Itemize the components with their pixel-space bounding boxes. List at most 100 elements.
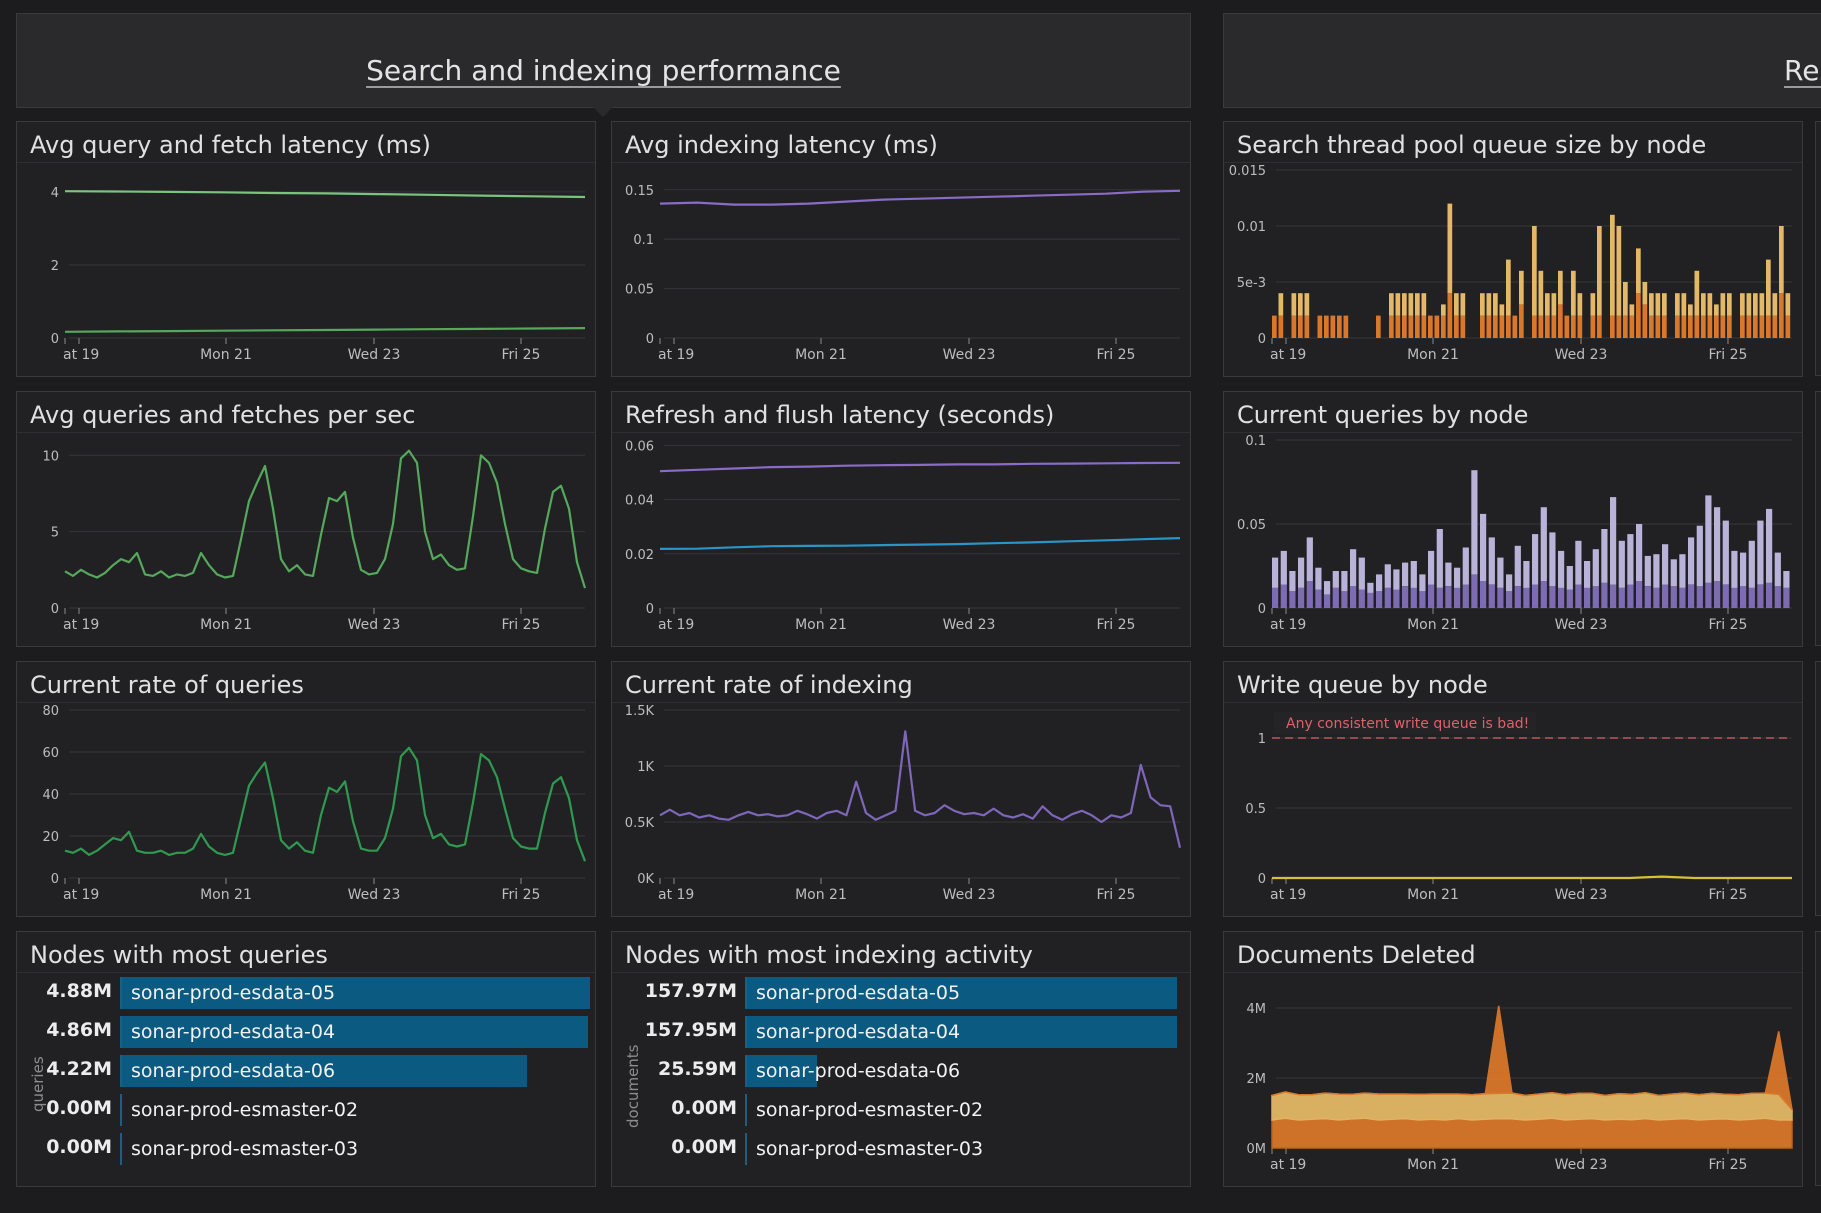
bar-node-b — [1590, 293, 1596, 316]
bar-node-a — [1655, 315, 1661, 338]
bar-node-a — [1337, 315, 1342, 338]
panel-avg-query-fetch-latency[interactable]: Avg query and fetch latency (ms) 0 2 4 at 1… — [16, 121, 596, 377]
timeseries-chart[interactable]: 0K 0.5K 1K 1.5K at 19 Mon 21 Wed 23 Fri 25 — [612, 662, 1191, 917]
bar-node-b — [1675, 293, 1680, 316]
panel-title[interactable]: Write queue by node — [1237, 671, 1488, 699]
panel-avg-indexing-latency[interactable]: Avg indexing latency (ms) 0 0.05 0.1 0.15 at… — [611, 121, 1191, 377]
toplist-row[interactable]: 0.00M sonar-prod-esmaster-03 — [612, 1131, 1190, 1165]
bar-node-b — [1642, 282, 1648, 305]
panel-current-queries-by-node[interactable]: Current queries by node 0 0.05 0.1 at 19 Mon… — [1223, 391, 1803, 647]
y-tick-label: 40 — [42, 788, 59, 803]
bar-node-b — [1367, 582, 1374, 593]
panel-title[interactable]: Avg indexing latency (ms) — [625, 131, 938, 159]
toplist-bar — [747, 1016, 1177, 1048]
bar-chart[interactable]: 0 5e-3 0.01 0.015 at 19 Mon 21 Wed 23 Fri 25 — [1224, 122, 1803, 377]
panel-current-rate-indexing[interactable]: Current rate of indexing 0K 0.5K 1K 1.5K at … — [611, 661, 1191, 917]
bar-node-b — [1519, 270, 1524, 305]
x-tick-label: Wed 23 — [348, 617, 401, 633]
panel-nodes-most-indexing[interactable]: Nodes with most indexing activity docume… — [611, 931, 1191, 1187]
bar-node-b — [1304, 293, 1310, 316]
timeseries-chart[interactable]: 0 5 10 at 19 Mon 21 Wed 23 Fri 25 — [17, 392, 596, 647]
panel-title[interactable]: Current queries by node — [1237, 401, 1529, 429]
panel-write-queue-by-node[interactable]: Write queue by node 0 0.5 1 at 19 Mon 21 Wed … — [1223, 661, 1803, 917]
toplist-row[interactable]: 0.00M sonar-prod-esmaster-02 — [612, 1092, 1190, 1126]
toplist-row[interactable]: 0.00M sonar-prod-esmaster-02 — [17, 1092, 595, 1126]
bar-node-b — [1545, 293, 1550, 316]
timeseries-chart[interactable]: 0 0.02 0.04 0.06 at 19 Mon 21 Wed 23 Fri 25 — [612, 392, 1191, 647]
bar-node-a — [1688, 315, 1693, 338]
y-tick-label: 0.015 — [1229, 164, 1266, 179]
timeseries-chart[interactable]: 0 20 40 60 80 at 19 Mon 21 Wed 23 Fri 25 — [17, 662, 596, 917]
timeseries-chart[interactable]: 0 2 4 at 19 Mon 21 Wed 23 Fri 25 — [17, 122, 596, 377]
toplist-row[interactable]: 4.88M sonar-prod-esdata-05 — [17, 975, 595, 1009]
panel-search-thread-pool[interactable]: Search thread pool queue size by node 0 5… — [1223, 121, 1803, 377]
bar-node-a — [1545, 315, 1550, 338]
bar-node-a — [1523, 587, 1530, 608]
bar-node-a — [1722, 584, 1729, 608]
toplist-row[interactable]: 4.86M sonar-prod-esdata-04 — [17, 1014, 595, 1048]
bar-node-a — [1462, 584, 1469, 608]
toplist-row[interactable]: 25.59M sonar-prod-esdata-06 — [612, 1053, 1190, 1087]
toplist-row[interactable]: 4.22M sonar-prod-esdata-06 — [17, 1053, 595, 1087]
group-title[interactable]: Search and indexing performance — [366, 54, 841, 87]
y-tick-label: 1 — [1258, 732, 1266, 747]
panel-documents-deleted[interactable]: Documents Deleted 0M 2M 4M at 19 Mon 21 Wed 2… — [1223, 931, 1803, 1187]
bar-node-a — [1688, 584, 1695, 608]
x-tick-label: Fri 25 — [1097, 347, 1136, 363]
panel-title[interactable]: Nodes with most queries — [30, 941, 328, 969]
bar-node-a — [1759, 315, 1765, 338]
bar-node-b — [1610, 214, 1615, 316]
panel-refresh-flush-latency[interactable]: Refresh and flush latency (seconds) 0 0.0… — [611, 391, 1191, 647]
bar-node-a — [1408, 315, 1414, 338]
bar-node-a — [1616, 315, 1622, 338]
group-title[interactable]: Res — [1784, 54, 1821, 87]
group-caret-icon — [593, 107, 613, 117]
bar-node-a — [1636, 293, 1641, 338]
panel-title[interactable]: Search thread pool queue size by node — [1237, 131, 1707, 159]
bar-node-a — [1367, 592, 1374, 608]
bar-node-b — [1280, 550, 1287, 585]
bar-node-a — [1454, 315, 1459, 338]
bar-node-a — [1584, 587, 1591, 608]
toplist-row[interactable]: 157.95M sonar-prod-esdata-04 — [612, 1014, 1190, 1048]
panel-title[interactable]: Current rate of indexing — [625, 671, 913, 699]
toplist-row[interactable]: 157.97M sonar-prod-esdata-05 — [612, 975, 1190, 1009]
panel-title[interactable]: Documents Deleted — [1237, 941, 1476, 969]
panel-title[interactable]: Nodes with most indexing activity — [625, 941, 1033, 969]
bar-node-a — [1644, 586, 1651, 608]
panel-current-rate-queries[interactable]: Current rate of queries 0 20 40 60 80 at 19 Mo… — [16, 661, 596, 917]
bar-node-b — [1649, 293, 1654, 316]
x-tick-label: Wed 23 — [1555, 887, 1608, 903]
bar-chart[interactable]: 0 0.05 0.1 at 19 Mon 21 Wed 23 Fri 25 — [1224, 392, 1803, 647]
series-line-query — [64, 327, 586, 333]
bar-node-b — [1350, 549, 1357, 587]
group-header-search-indexing[interactable]: Search and indexing performance — [16, 13, 1191, 108]
bar-node-a — [1384, 587, 1391, 608]
timeseries-chart[interactable]: 0 0.05 0.1 0.15 at 19 Mon 21 Wed 23 Fri 25 — [612, 122, 1191, 377]
timeseries-chart[interactable]: 0 0.5 1 at 19 Mon 21 Wed 23 Fri 25 Any consiste… — [1224, 662, 1803, 917]
bar-node-b — [1727, 293, 1732, 316]
x-tick-label: at 19 — [658, 887, 694, 903]
panel-title[interactable]: Avg queries and fetches per sec — [30, 401, 416, 429]
area-chart[interactable]: 0M 2M 4M at 19 Mon 21 Wed 23 Fri 25 — [1224, 932, 1803, 1187]
toplist-value: 25.59M — [657, 1058, 737, 1080]
y-tick-label: 10 — [42, 449, 59, 464]
bar-node-a — [1766, 582, 1773, 608]
bar-node-a — [1705, 582, 1712, 608]
bar-node-b — [1486, 293, 1492, 316]
toplist-track: sonar-prod-esmaster-02 — [745, 1094, 1177, 1126]
x-tick-label: Fri 25 — [1097, 887, 1136, 903]
panel-title[interactable]: Avg query and fetch latency (ms) — [30, 131, 431, 159]
bar-node-a — [1493, 315, 1498, 338]
group-header-resources[interactable]: Res — [1223, 13, 1821, 108]
bar-node-b — [1759, 293, 1765, 316]
y-tick-label: 0.05 — [625, 283, 654, 298]
panel-title[interactable]: Current rate of queries — [30, 671, 304, 699]
toplist-row[interactable]: 0.00M sonar-prod-esmaster-03 — [17, 1131, 595, 1165]
x-tick-label: at 19 — [658, 347, 694, 363]
bar-node-a — [1627, 584, 1634, 608]
panel-nodes-most-queries[interactable]: Nodes with most queries queries 4.88M son… — [16, 931, 596, 1187]
panel-title[interactable]: Refresh and flush latency (seconds) — [625, 401, 1055, 429]
panel-avg-queries-fetches-per-sec[interactable]: Avg queries and fetches per sec 0 5 10 at 1… — [16, 391, 596, 647]
toplist-node-name: sonar-prod-esdata-05 — [756, 982, 961, 1004]
